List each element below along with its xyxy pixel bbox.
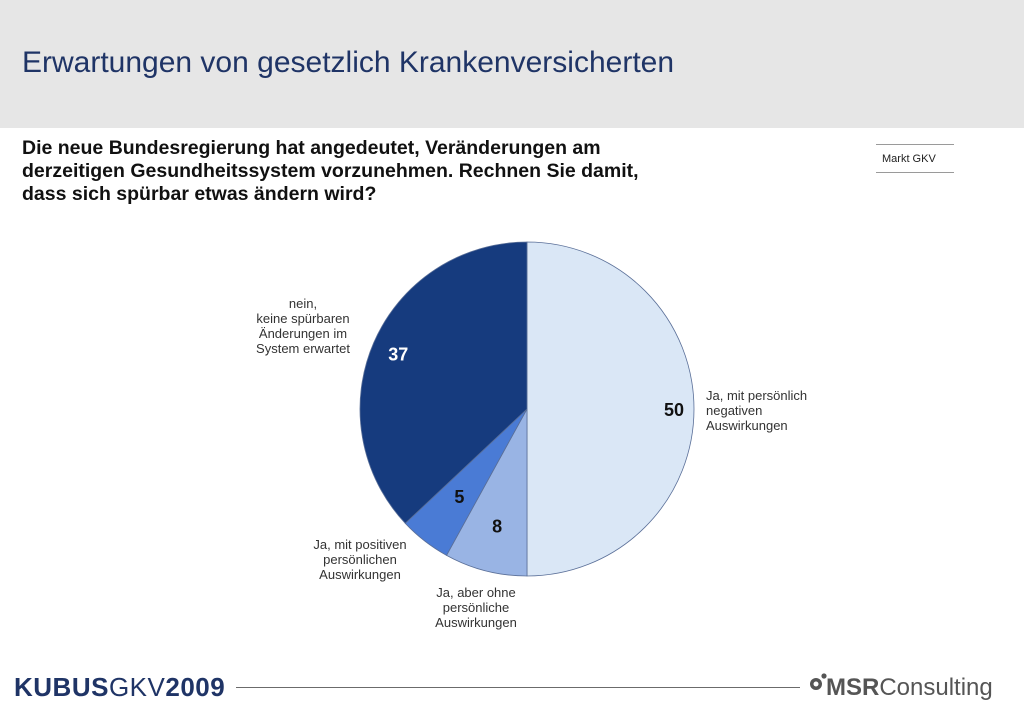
question-line: Die neue Bundesregierung hat angedeutet,… xyxy=(22,137,601,159)
pie-slice xyxy=(359,241,528,524)
slice-label: Ja, mit positiven persönlichen Auswirkunge… xyxy=(313,537,406,582)
slice-label-line: keine spürbaren xyxy=(256,311,349,326)
msr-logo: MSRConsulting xyxy=(804,670,1014,704)
logo-part-kubus: KUBUS xyxy=(14,672,109,702)
data-label: 5 xyxy=(454,487,464,507)
market-tag: Markt GKV xyxy=(876,144,954,173)
data-label: 37 xyxy=(388,344,408,364)
kubus-logo: KUBUSGKV2009 xyxy=(14,672,225,703)
slice-label-line: Änderungen im xyxy=(259,326,347,341)
msr-dots-icon xyxy=(810,673,827,690)
slice-label-line: Auswirkungen xyxy=(319,567,401,582)
slice-label: nein, keine spürbaren Änderungen im System … xyxy=(256,296,350,356)
header-band xyxy=(0,0,1024,128)
msr-logo-text: MSRConsulting xyxy=(826,674,993,702)
slice-label-line: negativen xyxy=(706,403,762,418)
slice-label-line: Ja, mit positiven xyxy=(313,537,406,552)
slice-label-line: nein, xyxy=(289,296,317,311)
logo-part-gkv: GKV xyxy=(108,672,166,702)
msr-logo-part-consulting: Consulting xyxy=(879,674,993,701)
msr-logo-part-msr: MSR xyxy=(826,674,880,701)
slice-label-line: Auswirkungen xyxy=(435,615,517,630)
slice-label: Ja, mit persönlich negativen Auswirkungen xyxy=(706,388,807,433)
slice-label-line: Ja, aber ohne xyxy=(436,585,516,600)
question-line: dass sich spürbar etwas ändern wird? xyxy=(22,183,377,205)
slice-label-line: System erwartet xyxy=(256,341,350,356)
slice-label-line: persönliche xyxy=(443,600,510,615)
pie-slice xyxy=(526,241,695,577)
data-label: 50 xyxy=(664,400,684,420)
data-label: 8 xyxy=(492,517,502,537)
slice-label-line: Auswirkungen xyxy=(706,418,788,433)
footer-divider xyxy=(236,687,800,688)
slice-label-line: persönlichen xyxy=(323,552,397,567)
slice-label: Ja, aber ohne persönliche Auswirkungen xyxy=(435,585,517,630)
question-line: derzeitigen Gesundheitssystem vorzunehme… xyxy=(22,160,639,182)
slice-label-line: Ja, mit persönlich xyxy=(706,388,807,403)
logo-part-year: 2009 xyxy=(165,672,226,702)
survey-question: Die neue Bundesregierung hat angedeutet,… xyxy=(22,137,822,206)
page-title: Erwartungen von gesetzlich Krankenversic… xyxy=(22,46,675,79)
